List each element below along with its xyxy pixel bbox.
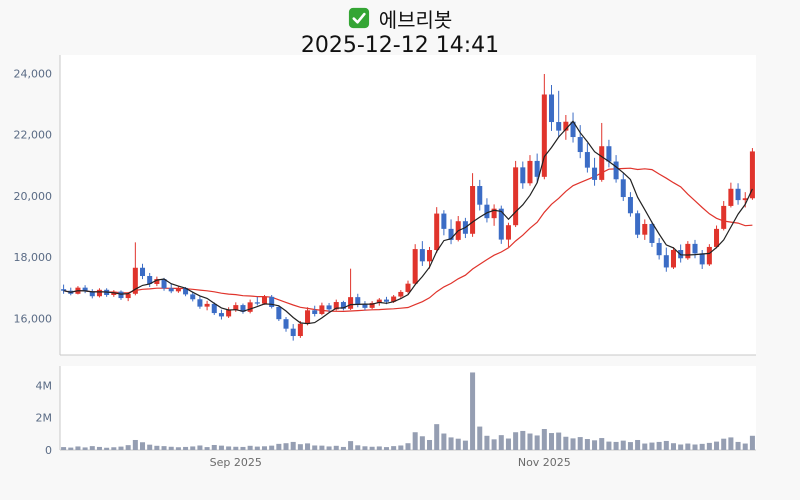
- chart-header: 에브리봇 2025-12-12 14:41: [0, 4, 800, 59]
- svg-text:Sep 2025: Sep 2025: [210, 456, 262, 469]
- checkbox-svg: [348, 7, 369, 29]
- svg-text:24,000: 24,000: [14, 67, 53, 80]
- stock-name: 에브리봇: [378, 7, 453, 32]
- svg-text:18,000: 18,000: [14, 251, 53, 264]
- svg-text:16,000: 16,000: [14, 312, 53, 325]
- title-row: 에브리봇: [0, 4, 800, 32]
- svg-text:2M: 2M: [36, 412, 53, 425]
- chart-datetime: 2025-12-12 14:41: [300, 33, 500, 58]
- svg-text:20,000: 20,000: [14, 190, 53, 203]
- svg-text:Nov 2025: Nov 2025: [518, 456, 571, 469]
- volume-bars: [61, 372, 755, 450]
- price-axis-labels: 24,000 22,000 20,000 18,000 16,000: [14, 67, 53, 325]
- price-plot-area: [60, 55, 756, 355]
- volume-plot-area: [60, 366, 756, 450]
- svg-text:4M: 4M: [36, 379, 53, 392]
- svg-text:0: 0: [45, 444, 52, 457]
- ma-fast-line: [63, 120, 753, 325]
- candles: [61, 73, 755, 341]
- green-checkbox-icon[interactable]: [348, 7, 370, 29]
- svg-text:22,000: 22,000: [14, 129, 53, 142]
- x-axis-labels: Sep 2025 Nov 2025: [210, 456, 571, 469]
- volume-axis-labels: 4M 2M 0: [36, 379, 53, 457]
